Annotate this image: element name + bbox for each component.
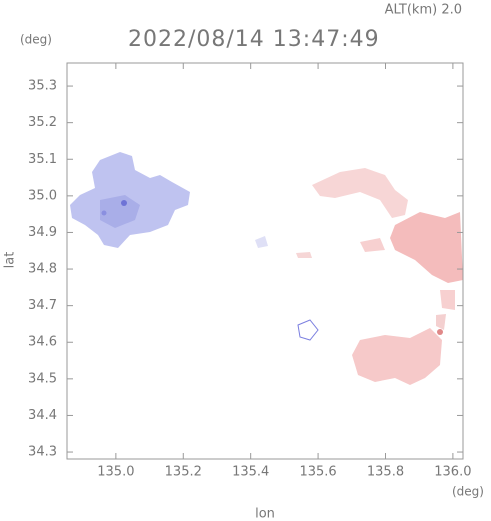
x-unit: (deg) (452, 485, 484, 499)
y-tick-label: 35.2 (28, 115, 57, 130)
echo-field (70, 152, 463, 385)
timestamp-title: 2022/08/14 13:47:49 (128, 27, 380, 52)
y-tick-label: 35.1 (28, 152, 57, 167)
plot-frame (66, 62, 464, 460)
y-tick-label: 35.3 (28, 79, 57, 94)
y-tick-label: 34.5 (28, 371, 57, 386)
x-tick-label: 135.2 (165, 465, 202, 480)
y-unit: (deg) (20, 33, 52, 47)
y-tick-label: 34.8 (28, 262, 57, 277)
x-axis-label: lon (255, 507, 275, 521)
x-tick-label: 136.0 (434, 465, 471, 480)
x-tick-label: 135.8 (367, 465, 404, 480)
altitude-label: ALT(km) 2.0 (385, 3, 462, 18)
x-tick-label: 135.4 (232, 465, 269, 480)
x-tick-label: 135.6 (299, 465, 336, 480)
y-tick-label: 35.0 (28, 188, 57, 203)
y-tick-label: 34.4 (28, 408, 57, 423)
y-tick-label: 34.6 (28, 335, 57, 350)
y-tick-label: 34.9 (28, 225, 57, 240)
y-tick-label: 34.7 (28, 298, 57, 313)
y-tick-label: 34.3 (28, 445, 57, 460)
y-axis-label: lat (3, 252, 18, 269)
x-tick-label: 135.0 (97, 465, 134, 480)
